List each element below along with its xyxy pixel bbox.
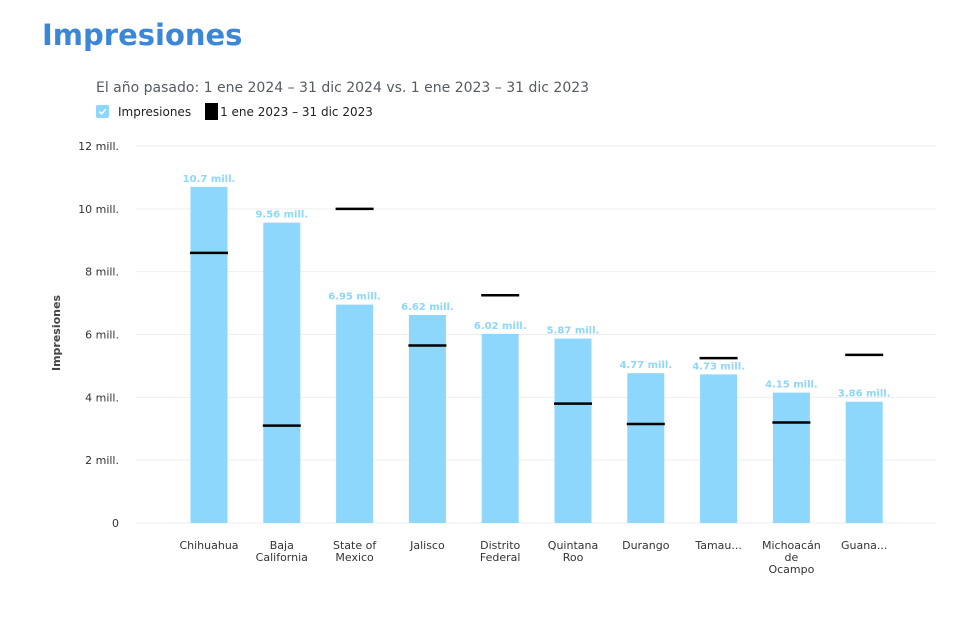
x-tick-label: de bbox=[785, 551, 799, 564]
y-tick-label: 2 mill. bbox=[85, 454, 119, 467]
x-tick-label: Ocampo bbox=[768, 563, 814, 576]
bar-value-label: 10.7 mill. bbox=[183, 174, 236, 185]
chart-grid bbox=[136, 145, 936, 524]
x-tick-label: Jalisco bbox=[409, 539, 445, 552]
legend-item-impresiones[interactable]: Impresiones bbox=[96, 105, 191, 119]
x-tick-label: California bbox=[256, 551, 308, 564]
bar[interactable] bbox=[408, 315, 446, 523]
bar-value-label: 3.86 mill. bbox=[838, 389, 891, 400]
bar[interactable] bbox=[845, 401, 883, 523]
x-tick-label: Distrito bbox=[480, 539, 520, 552]
bar-value-label: 9.56 mill. bbox=[255, 210, 308, 221]
bar-value-label: 4.73 mill. bbox=[692, 361, 745, 372]
y-tick-label: 0 bbox=[112, 517, 119, 530]
bar[interactable] bbox=[700, 374, 738, 523]
x-tick-label: Michoacán bbox=[762, 539, 821, 552]
chart-subtitle: El año pasado: 1 ene 2024 – 31 dic 2024 … bbox=[96, 80, 590, 96]
comparison-swatch-icon bbox=[205, 103, 219, 120]
y-tick-label: 12 mill. bbox=[78, 140, 119, 153]
x-tick-label: State of bbox=[333, 539, 377, 552]
y-axis-label: Impresiones bbox=[50, 295, 63, 371]
y-tick-label: 10 mill. bbox=[78, 203, 119, 216]
comparison-markers bbox=[190, 207, 884, 427]
x-tick-label: Tamau... bbox=[694, 539, 742, 552]
checkbox-checked-icon[interactable] bbox=[96, 105, 109, 118]
bar-value-labels: 10.7 mill. 9.56 mill. 6.95 mill. 6.62 mill.… bbox=[183, 174, 891, 400]
bar-series bbox=[190, 186, 883, 523]
bar[interactable] bbox=[481, 333, 519, 523]
x-tick-label: Baja bbox=[270, 539, 294, 552]
page-title: Impresiones bbox=[42, 18, 243, 52]
y-tick-label: 4 mill. bbox=[85, 391, 119, 404]
x-tick-label: Roo bbox=[563, 551, 584, 564]
x-tick-label: Federal bbox=[480, 551, 521, 564]
legend-item-comparison[interactable]: 1 ene 2023 – 31 dic 2023 bbox=[205, 103, 373, 120]
legend-label-impresiones: Impresiones bbox=[118, 104, 192, 119]
bar-value-label: 6.62 mill. bbox=[401, 302, 454, 313]
bar[interactable] bbox=[772, 392, 810, 523]
y-axis-ticks: 0 2 mill. 4 mill. 6 mill. 8 mill. 10 mill. 12 … bbox=[78, 140, 119, 530]
bar-value-label: 6.02 mill. bbox=[474, 321, 527, 332]
bar[interactable] bbox=[336, 304, 374, 523]
bar[interactable] bbox=[190, 186, 228, 523]
y-tick-label: 6 mill. bbox=[85, 329, 119, 342]
bar-value-label: 6.95 mill. bbox=[328, 292, 381, 303]
x-tick-label: Chihuahua bbox=[179, 539, 238, 552]
y-tick-label: 8 mill. bbox=[85, 266, 119, 279]
bar-value-label: 5.87 mill. bbox=[547, 326, 600, 337]
chart-legend: Impresiones 1 ene 2023 – 31 dic 2023 bbox=[96, 103, 387, 120]
x-tick-label: Guana... bbox=[841, 539, 887, 552]
bar-value-label: 4.15 mill. bbox=[765, 380, 818, 391]
x-tick-label: Quintana bbox=[548, 539, 598, 552]
x-tick-label: Durango bbox=[622, 539, 670, 552]
bar[interactable] bbox=[627, 373, 665, 523]
legend-label-comparison: 1 ene 2023 – 31 dic 2023 bbox=[220, 104, 373, 119]
bar[interactable] bbox=[554, 338, 592, 523]
x-tick-label: Mexico bbox=[335, 551, 374, 564]
bar[interactable] bbox=[263, 222, 301, 523]
bar-value-label: 4.77 mill. bbox=[619, 360, 672, 371]
